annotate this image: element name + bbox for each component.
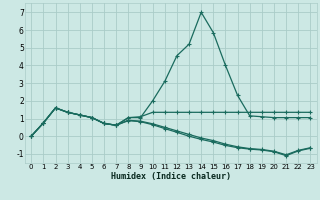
X-axis label: Humidex (Indice chaleur): Humidex (Indice chaleur) xyxy=(111,172,231,181)
